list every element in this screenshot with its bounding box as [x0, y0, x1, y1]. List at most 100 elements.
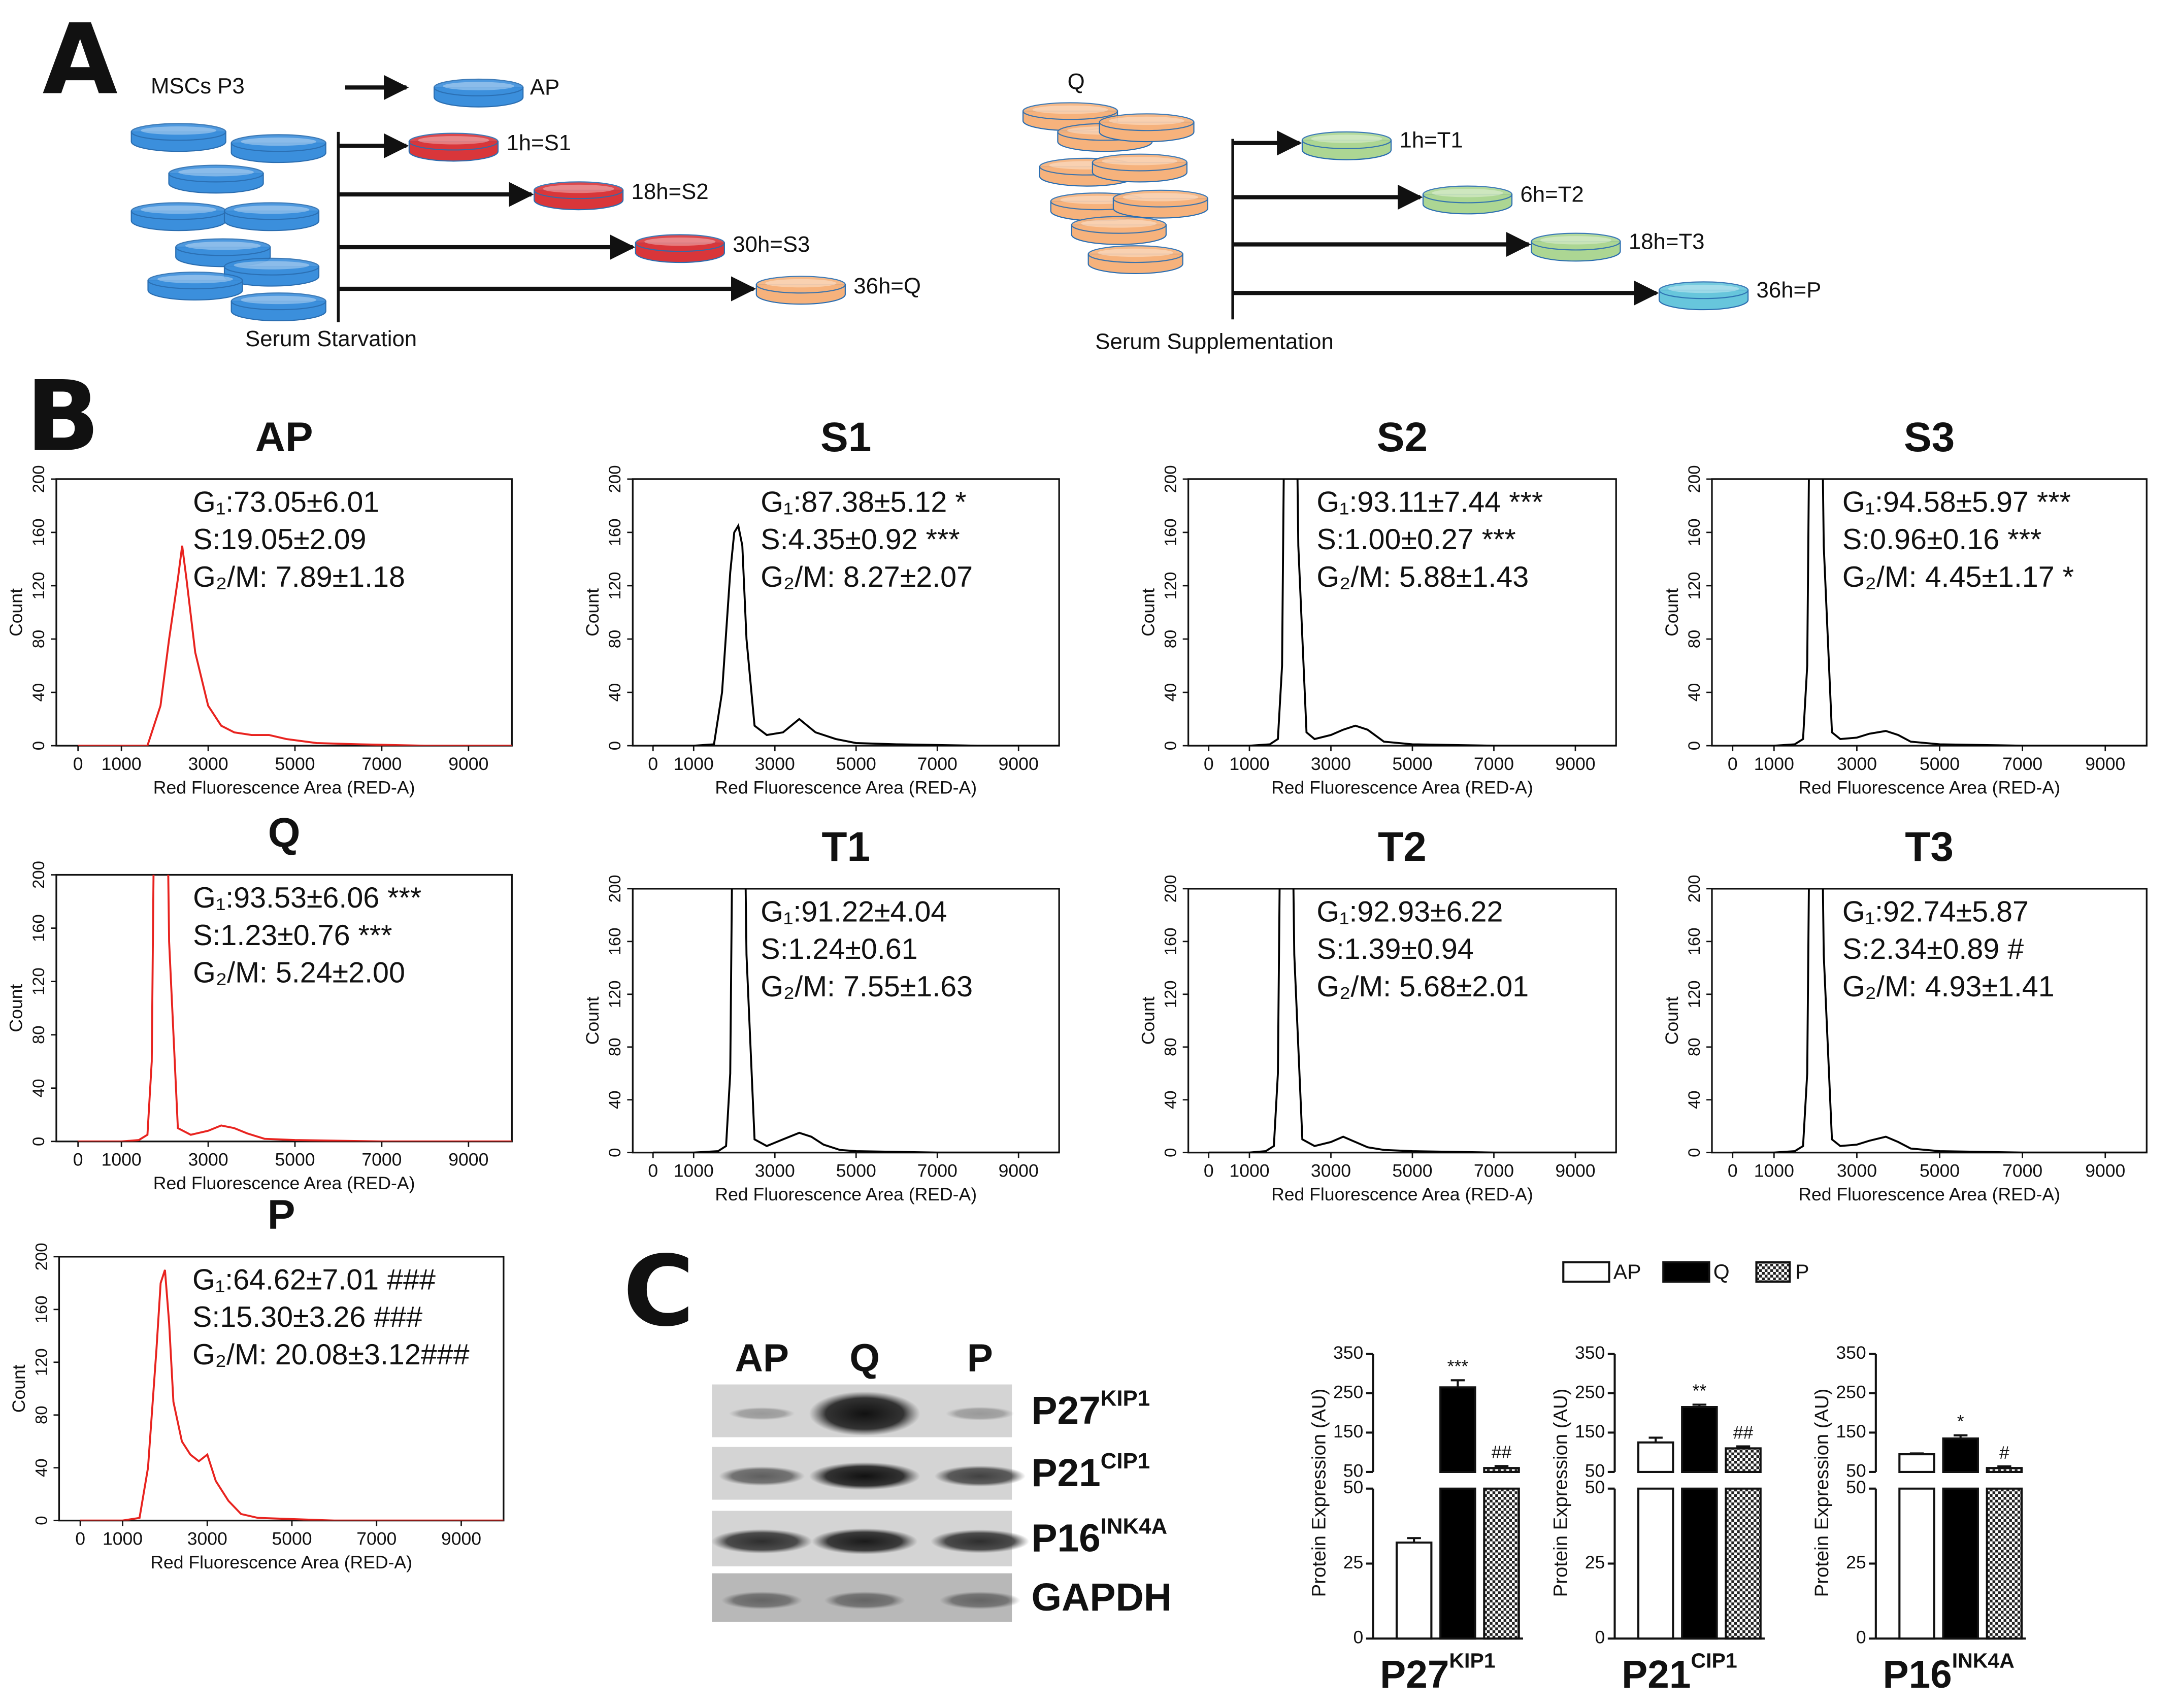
y-tick-label: 50 [1343, 1460, 1364, 1481]
x-tick-label: 3000 [188, 1149, 228, 1169]
x-axis-label: Red Fluorescence Area (RED-A) [1798, 1184, 2060, 1204]
dish-top [1658, 281, 1749, 299]
y-tick-label: 50 [1585, 1460, 1605, 1481]
error-bar [1997, 1465, 2011, 1468]
stats-annotation: S:2.34±0.89 # [1842, 933, 2024, 965]
blot-band [945, 1406, 1014, 1421]
blot-row: P16INK4A [1031, 1514, 1167, 1560]
bar [1681, 1405, 1718, 1640]
error-bar [1692, 1403, 1707, 1408]
stats-annotation: G₁:73.05±6.01 [193, 486, 379, 518]
y-tick-label: 350 [1333, 1343, 1363, 1363]
x-tick-label: 1000 [1229, 754, 1269, 774]
bar [1898, 1453, 1935, 1640]
blot-row: P27KIP1 [1031, 1386, 1150, 1432]
stats-annotation: G₁:94.58±5.97 *** [1842, 486, 2071, 518]
x-tick-label: 5000 [1392, 754, 1432, 774]
y-tick-label: 80 [1685, 630, 1703, 649]
dish-shine [1032, 105, 1108, 114]
x-tick-label: 1000 [1754, 754, 1794, 774]
y-tick-label: 80 [1161, 1038, 1179, 1057]
histogram-line [80, 1269, 504, 1521]
significance: # [1999, 1443, 2009, 1463]
bar [1439, 1386, 1476, 1640]
x-tick-label: 1000 [102, 754, 142, 774]
y-tick-label: 200 [605, 875, 624, 903]
x-tick-label: 0 [73, 754, 83, 774]
y-tick-label: 250 [1575, 1382, 1605, 1402]
y-tick-label: 160 [1161, 927, 1179, 955]
x-tick-label: 9000 [448, 754, 488, 774]
y-tick-label: 80 [605, 1038, 624, 1057]
y-axis-label: Count [6, 588, 26, 637]
y-tick-label: 160 [605, 519, 624, 547]
dish-shine [1123, 193, 1199, 202]
error-bar [1954, 1434, 1968, 1439]
dish-shine [157, 275, 233, 284]
x-tick-label: 5000 [275, 754, 315, 774]
chart-title: T1 [821, 824, 870, 870]
chart-title: P [268, 1192, 295, 1238]
x-tick-label: 5000 [836, 754, 876, 774]
y-axis-label: Count [6, 984, 26, 1032]
dish-shine [443, 82, 514, 90]
y-tick-label: 80 [1161, 630, 1179, 649]
y-tick-label: 160 [605, 927, 624, 955]
y-tick-label: 250 [1836, 1382, 1866, 1402]
y-tick-label: 25 [1343, 1552, 1364, 1572]
y-tick-label: 160 [31, 1295, 50, 1323]
chart-title: S1 [820, 414, 871, 460]
significance: ## [1492, 1442, 1512, 1462]
dish-label: 6h=T2 [1520, 182, 1583, 207]
y-tick-label: 150 [1333, 1421, 1363, 1442]
x-tick-label: 5000 [275, 1149, 315, 1169]
x-tick-label: 1000 [102, 1149, 142, 1169]
x-tick-label: 0 [1728, 754, 1738, 774]
plot-frame [58, 1256, 505, 1522]
x-axis-label: Red Fluorescence Area (RED-A) [715, 1184, 977, 1204]
x-tick-label: 0 [648, 754, 658, 774]
significance: * [1957, 1412, 1964, 1432]
dish-label: 36h=Q [853, 274, 921, 298]
error-bar [1648, 1436, 1663, 1443]
y-tick-label: 160 [1685, 927, 1703, 955]
y-axis-label: Count [1662, 588, 1682, 637]
bar [1637, 1441, 1674, 1640]
panel-letter: B [26, 360, 100, 474]
dish-shine [765, 279, 837, 288]
y-tick-label: 200 [1685, 465, 1703, 493]
blot-column: P [967, 1336, 993, 1380]
y-tick-label: 0 [605, 741, 624, 750]
bar [1942, 1437, 1979, 1640]
y-tick-label: 0 [1856, 1627, 1866, 1648]
y-tick-label: 0 [1354, 1627, 1364, 1648]
x-tick-label: 0 [1728, 1160, 1738, 1181]
y-tick-label: 120 [1685, 980, 1703, 1008]
stats-annotation: G₂/M: 4.45±1.17 * [1842, 561, 2074, 593]
y-tick-label: 150 [1575, 1421, 1605, 1442]
x-tick-label: 7000 [1474, 754, 1514, 774]
blot-band [931, 1529, 1030, 1553]
stats-annotation: G₂/M: 5.68±2.01 [1316, 970, 1529, 1003]
y-tick-label: 0 [1685, 741, 1703, 750]
x-tick-label: 1000 [1229, 1160, 1269, 1181]
dish-top [1092, 153, 1187, 172]
x-tick-label: 0 [1204, 754, 1214, 774]
error-bar [1909, 1452, 1924, 1455]
stats-annotation: G₂/M: 8.27±2.07 [761, 561, 973, 593]
bar [1483, 1467, 1520, 1640]
blot-band [809, 1462, 920, 1490]
significance: ## [1733, 1422, 1754, 1443]
dish-top [1087, 245, 1183, 263]
y-axis-label: Count [9, 1364, 29, 1413]
blot-band [809, 1391, 920, 1436]
y-tick-label: 120 [31, 1348, 50, 1376]
legend-label: P [1795, 1260, 1809, 1284]
title-main: P16 [1883, 1653, 1952, 1696]
x-tick-label: 5000 [836, 1160, 876, 1181]
dish-top [175, 238, 271, 256]
blot-band [721, 1591, 803, 1610]
dish-shine [1311, 135, 1382, 143]
y-axis-label: Protein Expression (AU) [1811, 1389, 1833, 1597]
